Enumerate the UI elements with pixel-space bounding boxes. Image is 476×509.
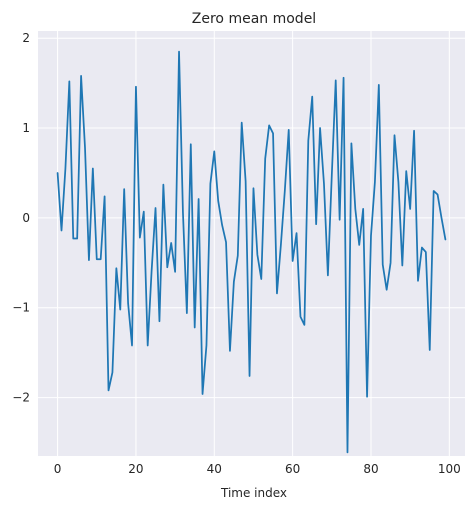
y-tick-label: −2 [12, 391, 30, 405]
x-tick-label: 60 [285, 462, 300, 476]
grid-lines [38, 31, 465, 456]
x-tick-label: 100 [438, 462, 461, 476]
chart-title: Zero mean model [192, 11, 316, 27]
x-axis-label: Time index [220, 486, 287, 500]
y-tick-label: −1 [12, 301, 30, 315]
tick-labels: 0 20 40 60 80 100 −2 −1 0 1 2 [12, 31, 460, 476]
x-tick-label: 80 [363, 462, 378, 476]
x-tick-label: 40 [207, 462, 222, 476]
y-tick-label: 2 [22, 31, 30, 45]
y-tick-label: 1 [22, 121, 30, 135]
x-tick-label: 20 [128, 462, 143, 476]
series-line [56, 50, 447, 454]
y-tick-label: 0 [22, 211, 30, 225]
series-layer [56, 50, 447, 454]
x-tick-label: 0 [54, 462, 62, 476]
